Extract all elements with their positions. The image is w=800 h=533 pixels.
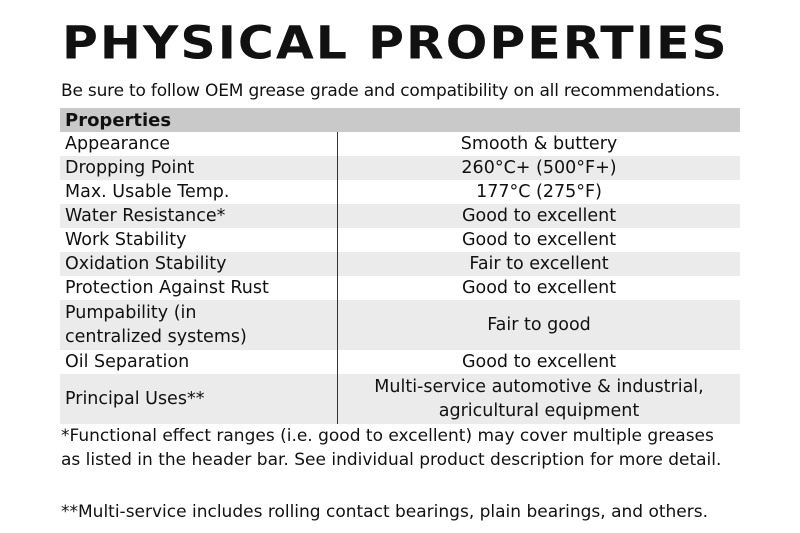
property-cell: Oil Separation bbox=[65, 352, 190, 372]
value-cell: Good to excellent bbox=[337, 228, 740, 252]
property-cell: Principal Uses** bbox=[60, 374, 338, 424]
footnote-1-line-1: *Functional effect ranges (i.e. good to … bbox=[61, 426, 714, 446]
property-cell: Work Stability bbox=[65, 230, 187, 250]
table-row: Oxidation Stability Fair to excellent bbox=[60, 252, 740, 276]
table-row: Work Stability Good to excellent bbox=[60, 228, 740, 252]
value-cell: Good to excellent bbox=[337, 204, 740, 228]
footnote-1-line-2: as listed in the header bar. See individ… bbox=[61, 450, 722, 470]
property-cell: Pumpability (in centralized systems) bbox=[60, 300, 338, 350]
subtitle: Be sure to follow OEM grease grade and c… bbox=[61, 81, 720, 101]
table-header: Properties bbox=[60, 108, 740, 132]
value-cell: Fair to excellent bbox=[337, 252, 740, 276]
property-line: Pumpability (in bbox=[65, 303, 197, 323]
value-line: agricultural equipment bbox=[438, 401, 640, 421]
value-cell: 260°C+ (500°F+) bbox=[337, 156, 740, 180]
table-header-row: Properties bbox=[60, 108, 740, 132]
properties-table: Properties Appearance Smooth & buttery Dr… bbox=[60, 108, 740, 424]
property-line: centralized systems) bbox=[65, 327, 247, 347]
table-row: Dropping Point 260°C+ (500°F+) bbox=[60, 156, 740, 180]
table-row: Oil Separation Good to excellent bbox=[60, 350, 740, 374]
value-cell: Multi-service automotive & industrial, ag… bbox=[337, 374, 740, 424]
table-row: Protection Against Rust Good to excellent bbox=[60, 276, 740, 300]
table-row: Principal Uses** Multi-service automotive… bbox=[60, 374, 740, 424]
property-cell: Oxidation Stability bbox=[60, 252, 338, 276]
property-cell: Appearance bbox=[65, 134, 171, 154]
value-line: Multi-service automotive & industrial, bbox=[374, 377, 704, 397]
table-row: Max. Usable Temp. 177°C (275°F) bbox=[60, 180, 740, 204]
page-title: PHYSICAL PROPERTIES bbox=[62, 17, 729, 70]
property-cell: Max. Usable Temp. bbox=[65, 182, 230, 202]
property-cell: Water Resistance* bbox=[60, 204, 338, 228]
table-row: Pumpability (in centralized systems) Fair … bbox=[60, 300, 740, 350]
value-cell: Smooth & buttery bbox=[337, 132, 740, 156]
table-row: Appearance Smooth & buttery bbox=[60, 132, 740, 156]
property-cell: Protection Against Rust bbox=[65, 278, 269, 298]
footnote-2: **Multi-service includes rolling contact… bbox=[61, 502, 709, 522]
value-cell: Fair to good bbox=[337, 300, 740, 350]
property-cell: Dropping Point bbox=[60, 156, 338, 180]
table-row: Water Resistance* Good to excellent bbox=[60, 204, 740, 228]
value-cell: Good to excellent bbox=[337, 276, 740, 300]
value-cell: Good to excellent bbox=[337, 350, 740, 374]
value-cell: 177°C (275°F) bbox=[337, 180, 740, 204]
